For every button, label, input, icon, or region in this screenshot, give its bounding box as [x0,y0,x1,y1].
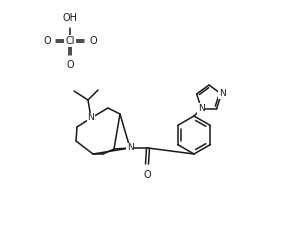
Text: O: O [66,60,74,70]
Text: OH: OH [63,13,77,23]
Text: Cl: Cl [65,36,75,46]
Text: O: O [143,170,151,180]
Text: N: N [219,89,226,99]
Text: N: N [198,104,205,113]
Text: O: O [89,36,97,46]
Text: O: O [44,36,51,46]
Text: N: N [88,114,94,123]
Text: N: N [127,143,134,153]
